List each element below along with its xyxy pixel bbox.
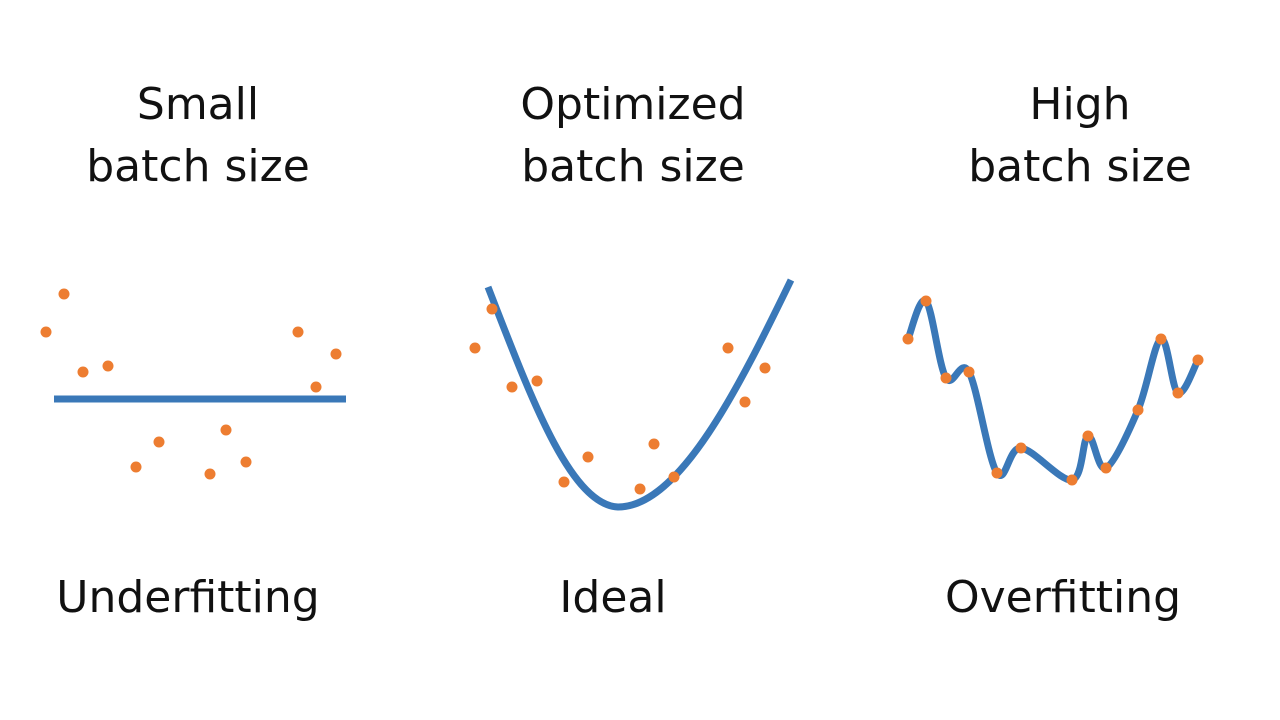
data-point xyxy=(292,326,304,338)
data-point xyxy=(130,461,142,473)
panel-title-optimized-batch: Optimized batch size xyxy=(483,74,783,198)
data-point xyxy=(486,303,498,315)
data-point xyxy=(963,366,975,378)
underfitting-plot xyxy=(40,288,346,480)
data-point xyxy=(739,396,751,408)
data-point xyxy=(531,375,543,387)
data-point xyxy=(558,476,570,488)
title-line: High xyxy=(1029,79,1131,130)
caption-ideal: Ideal xyxy=(559,572,667,623)
overfitting-plot xyxy=(902,295,1204,486)
data-point xyxy=(1100,462,1112,474)
data-point xyxy=(330,348,342,360)
overfit-curve xyxy=(904,297,1202,484)
panel-title-high-batch: High batch size xyxy=(930,74,1230,198)
data-point xyxy=(1155,333,1167,345)
title-line: Optimized xyxy=(520,79,746,130)
data-point xyxy=(469,342,481,354)
data-point xyxy=(902,333,914,345)
data-point xyxy=(648,438,660,450)
caption-underfitting: Underfitting xyxy=(56,572,320,623)
data-point xyxy=(920,295,932,307)
data-point xyxy=(1132,404,1144,416)
data-point xyxy=(940,372,952,384)
title-line: batch size xyxy=(968,141,1192,192)
data-point xyxy=(634,483,646,495)
data-point xyxy=(77,366,89,378)
smooth-fit-curve xyxy=(484,278,795,511)
data-point xyxy=(204,468,216,480)
data-point xyxy=(668,471,680,483)
data-point xyxy=(1172,387,1184,399)
data-point xyxy=(991,467,1003,479)
data-point xyxy=(1082,430,1094,442)
data-point xyxy=(220,424,232,436)
data-point xyxy=(582,451,594,463)
data-point xyxy=(759,362,771,374)
title-line: batch size xyxy=(521,141,745,192)
data-point xyxy=(310,381,322,393)
data-point xyxy=(58,288,70,300)
data-point xyxy=(1015,442,1027,454)
data-point xyxy=(722,342,734,354)
data-point xyxy=(240,456,252,468)
title-line: batch size xyxy=(86,141,310,192)
title-line: Small xyxy=(136,79,260,130)
ideal-fit-plot xyxy=(469,278,795,511)
data-point xyxy=(1066,474,1078,486)
caption-overfitting: Overfitting xyxy=(944,572,1182,623)
data-point xyxy=(102,360,114,372)
data-point xyxy=(1192,354,1204,366)
data-point xyxy=(153,436,165,448)
panel-title-small-batch: Small batch size xyxy=(48,74,348,198)
data-point xyxy=(506,381,518,393)
data-point xyxy=(40,326,52,338)
